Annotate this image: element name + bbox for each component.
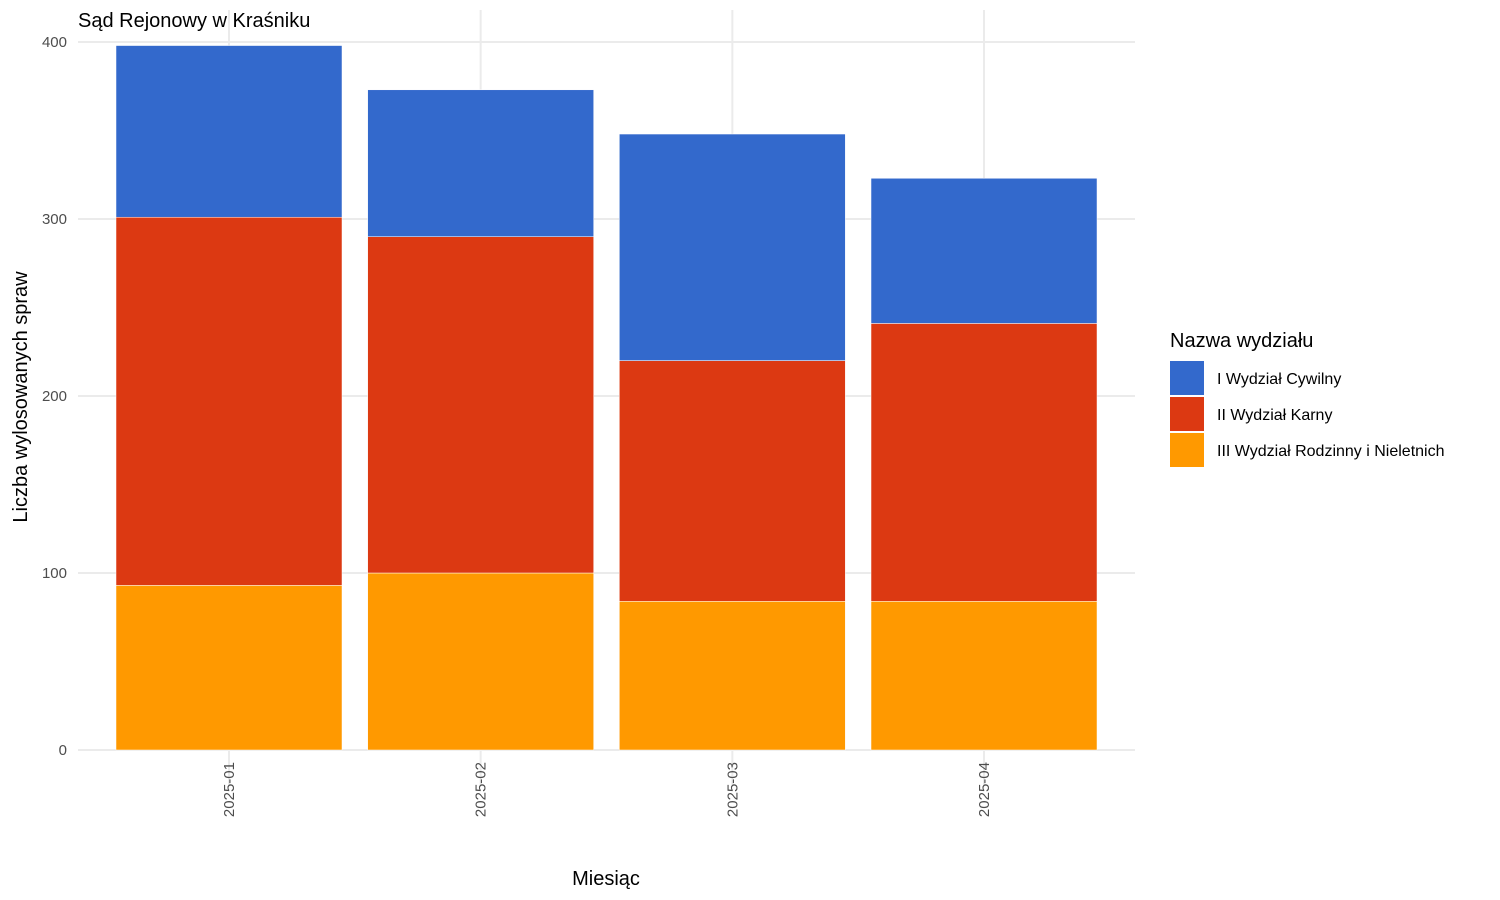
legend-title: Nazwa wydziału <box>1170 330 1313 352</box>
x-tick-label: 2025-01 <box>221 762 238 817</box>
chart-title: Sąd Rejonowy w Kraśniku <box>78 10 310 32</box>
x-tick-label: 2025-03 <box>724 762 741 817</box>
bar-segment <box>367 236 594 574</box>
bar-segment <box>115 216 343 586</box>
bar-segment <box>619 601 846 751</box>
bar-segment <box>870 323 1098 602</box>
y-axis-title: Liczba wylosowanych spraw <box>10 271 32 523</box>
x-tick-label: 2025-02 <box>473 762 490 817</box>
x-tick-labels: 2025-01 2025-02 2025-03 2025-04 <box>221 762 993 817</box>
y-tick-label: 300 <box>42 211 67 228</box>
legend-key <box>1170 433 1204 467</box>
y-tick-label: 200 <box>42 388 67 405</box>
legend-key <box>1170 397 1204 431</box>
x-axis-title: Miesiąc <box>572 868 640 890</box>
legend-key <box>1170 361 1204 395</box>
bars <box>115 45 1098 751</box>
bar-segment <box>619 133 846 361</box>
legend-label: II Wydział Karny <box>1217 407 1332 424</box>
y-tick-labels: 0 100 200 300 400 <box>42 34 67 759</box>
bar-segment <box>619 360 846 602</box>
bar-segment <box>367 89 594 237</box>
y-tick-label: 0 <box>59 742 67 759</box>
y-tick-label: 400 <box>42 34 67 51</box>
bar-segment <box>115 45 343 218</box>
y-tick-label: 100 <box>42 565 67 582</box>
legend-label: I Wydział Cywilny <box>1217 371 1341 388</box>
bar-segment <box>870 178 1098 324</box>
x-tick-label: 2025-04 <box>976 762 993 817</box>
bar-segment <box>870 601 1098 751</box>
bar-segment <box>367 572 594 751</box>
legend-label: III Wydział Rodzinny i Nieletnich <box>1217 443 1445 460</box>
legend: Nazwa wydziału I Wydział Cywilny II Wydzi… <box>1170 330 1445 467</box>
bar-segment <box>115 585 343 751</box>
legend-items: I Wydział Cywilny II Wydział Karny III Wyd… <box>1170 361 1445 467</box>
